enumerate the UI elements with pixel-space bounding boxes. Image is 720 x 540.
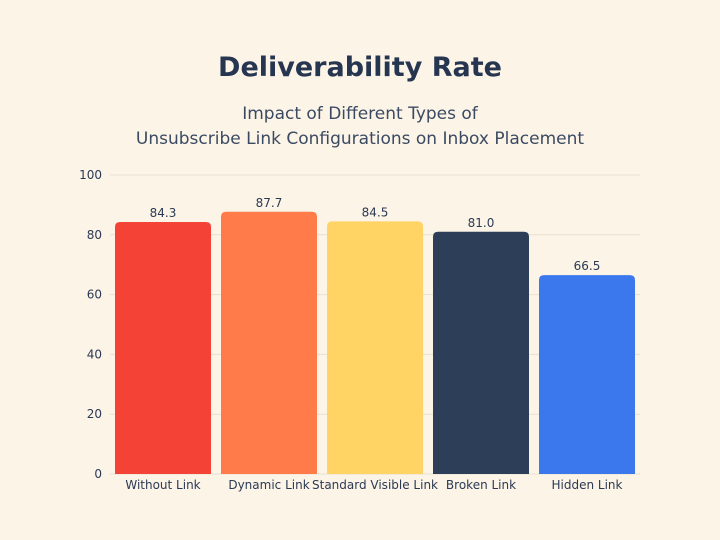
chart-subtitle: Impact of Different Types of Unsubscribe… xyxy=(0,102,720,152)
y-axis-ticks: 0 20 40 60 80 100 xyxy=(79,168,102,481)
bar-value-label: 81.0 xyxy=(468,216,495,230)
bar xyxy=(115,221,211,474)
bars xyxy=(115,211,635,475)
bar-value-label: 87.7 xyxy=(256,196,283,210)
value-labels: 84.3 87.7 84.5 81.0 66.5 xyxy=(150,196,601,273)
chart-title: Deliverability Rate xyxy=(218,52,502,83)
y-tick-label: 0 xyxy=(94,467,102,481)
x-category-label: Without Link xyxy=(125,478,200,492)
bar-value-label: 84.3 xyxy=(150,206,177,220)
y-tick-label: 40 xyxy=(87,347,102,361)
x-category-label: Dynamic Link xyxy=(228,478,309,492)
y-tick-label: 100 xyxy=(79,168,102,182)
bar xyxy=(539,275,635,474)
x-category-label: Broken Link xyxy=(446,478,516,492)
x-category-label: Hidden Link xyxy=(552,478,623,492)
bar-value-label: 66.5 xyxy=(574,259,601,273)
bar xyxy=(433,231,529,474)
bar xyxy=(221,211,317,475)
chart-subtitle-line-1: Impact of Different Types of xyxy=(242,104,478,124)
bar xyxy=(327,221,423,474)
bar-value-label: 84.5 xyxy=(362,205,389,219)
x-category-label: Standard Visible Link xyxy=(312,478,438,492)
chart-subtitle-line-2: Unsubscribe Link Configurations on Inbox… xyxy=(135,129,585,149)
y-tick-label: 60 xyxy=(87,288,102,302)
y-tick-label: 20 xyxy=(87,407,102,421)
x-axis-labels: Without Link Dynamic Link Standard Visible… xyxy=(125,478,622,492)
y-tick-label: 80 xyxy=(87,228,102,242)
